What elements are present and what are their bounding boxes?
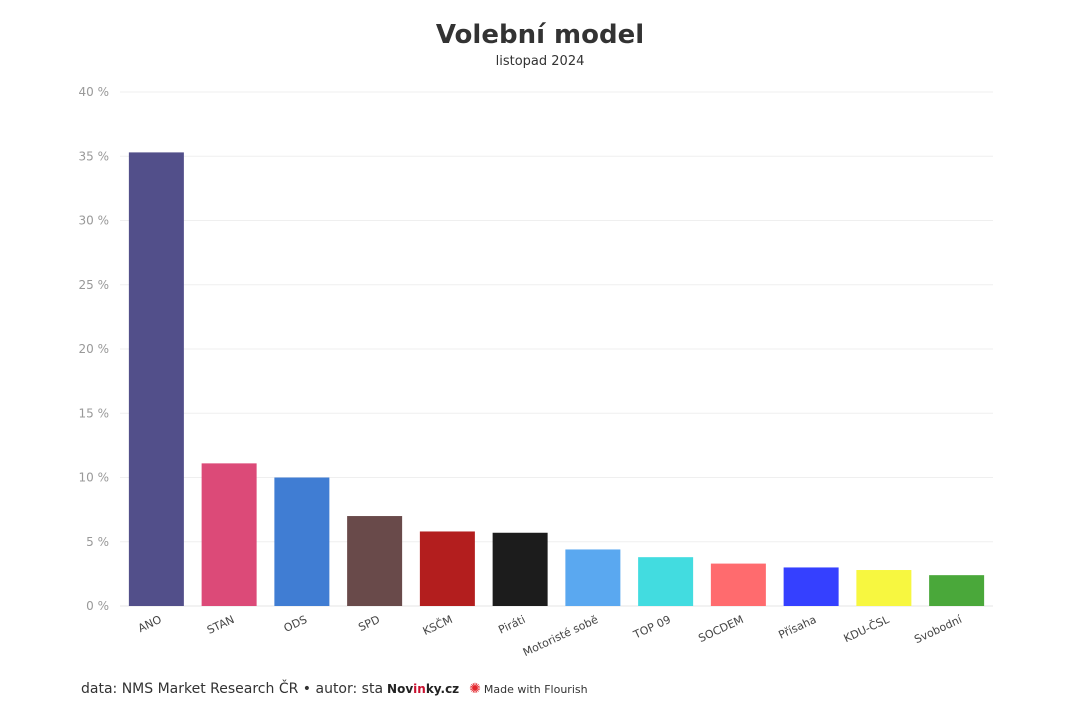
chart-subtitle: listopad 2024 <box>495 54 585 69</box>
bar-přísaha <box>783 567 839 606</box>
x-tick-label: SOCDEM <box>696 613 745 645</box>
y-tick-label: 0 % <box>86 599 109 613</box>
x-tick-label: Přísaha <box>776 613 818 642</box>
bar-kdu-čsl <box>856 570 912 606</box>
y-tick-label: 15 % <box>79 406 110 420</box>
x-tick-label: ODS <box>282 613 309 635</box>
y-tick-label: 25 % <box>79 278 110 292</box>
x-tick-label: Svobodní <box>912 613 965 647</box>
y-tick-label: 35 % <box>79 149 110 163</box>
bar-spd <box>347 516 403 606</box>
x-tick-label: STAN <box>205 613 236 637</box>
flourish-link[interactable]: ✺ Made with Flourish <box>469 681 588 697</box>
novinky-logo[interactable]: Novinky.cz <box>387 682 460 696</box>
footer: data: NMS Market Research ČR • autor: st… <box>81 681 588 697</box>
bar-piráti <box>492 532 548 606</box>
x-tick-label: TOP 09 <box>631 613 673 642</box>
y-tick-label: 40 % <box>79 85 110 99</box>
x-tick-label: Motoristé sobě <box>521 613 600 659</box>
bar-motoristé-sobě <box>565 549 621 606</box>
x-tick-label: ANO <box>136 613 164 635</box>
source-text: data: NMS Market Research ČR • autor: st… <box>81 681 384 697</box>
bar-top-09 <box>638 557 694 606</box>
bar-svobodní <box>929 575 985 606</box>
bar-ano <box>128 152 184 606</box>
bar-stan <box>201 463 257 606</box>
x-tick-label: KDU-ČSL <box>842 613 892 646</box>
bar-ksčm <box>419 531 475 606</box>
x-tick-label: KSČM <box>421 613 455 638</box>
bar-socdem <box>710 563 766 606</box>
y-tick-label: 10 % <box>79 471 110 485</box>
chart-title: Volební model <box>435 20 645 50</box>
flourish-icon: ✺ <box>469 681 481 697</box>
x-tick-label: Piráti <box>496 613 527 637</box>
y-tick-label: 5 % <box>86 535 109 549</box>
y-tick-label: 30 % <box>79 214 110 228</box>
y-tick-label: 20 % <box>79 342 110 356</box>
bar-ods <box>274 477 330 606</box>
x-tick-label: SPD <box>356 613 382 634</box>
